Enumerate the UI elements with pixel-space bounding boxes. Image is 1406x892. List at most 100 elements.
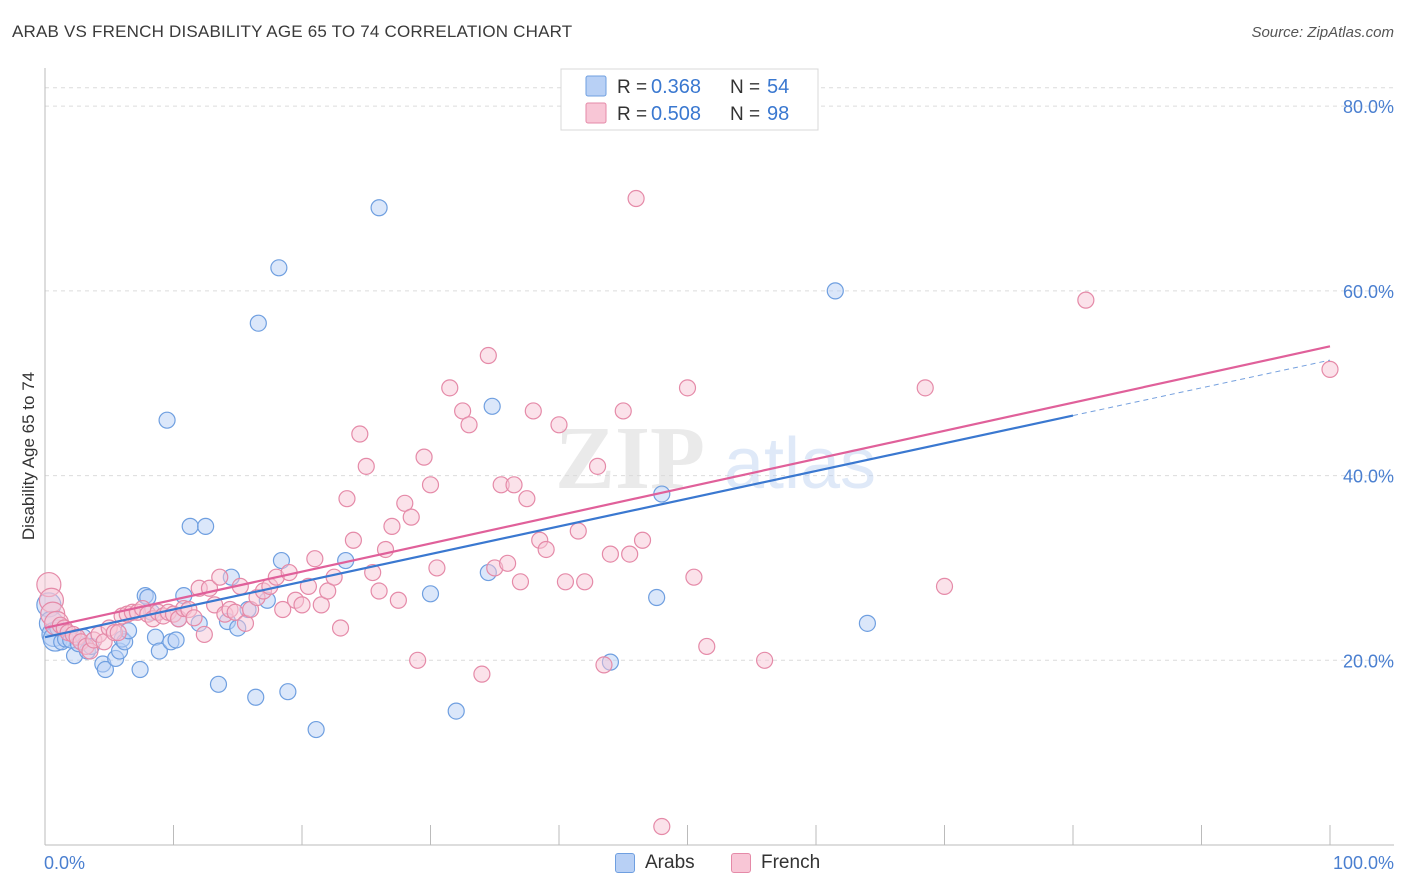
y-tick-label: 80.0% [1343, 97, 1394, 117]
arab-point [370, 199, 388, 217]
arab-point [209, 675, 228, 693]
arab-point [307, 720, 325, 739]
french-point [499, 554, 517, 572]
french-point [460, 416, 478, 434]
legend-r-label: R = [617, 104, 647, 125]
french-point [299, 577, 318, 596]
trend-lines [44, 345, 1331, 639]
watermark: ZIP atlas [555, 409, 876, 508]
french-point [306, 550, 324, 568]
arab-point [648, 588, 666, 607]
french-point [402, 508, 420, 526]
arab-point [131, 660, 149, 679]
legend-item-arabs: Arabs [615, 852, 695, 874]
french-point [479, 346, 497, 365]
french-point [935, 577, 954, 596]
source-label: Source: ZipAtlas.com [1251, 24, 1394, 41]
gridlines [45, 87, 1394, 661]
french-point [383, 517, 401, 535]
arab-point [96, 660, 114, 679]
arab-point [150, 642, 168, 660]
french-point [1077, 291, 1095, 309]
data-points [36, 189, 1339, 836]
arab-point [858, 614, 877, 632]
french-point [454, 402, 472, 420]
y-axis-label: Disability Age 65 to 74 [19, 372, 38, 540]
french-point [344, 531, 362, 549]
legend-n-value: 54 [767, 76, 789, 98]
french-point [505, 476, 523, 494]
legend-n-label: N = [730, 77, 760, 98]
french-point [916, 379, 934, 397]
french-point [211, 568, 229, 586]
legend-swatch [585, 102, 607, 124]
french-point [370, 582, 388, 600]
arab-point [272, 551, 291, 570]
french-point [601, 545, 620, 563]
french-point [569, 522, 587, 540]
legend-r-value: 0.508 [651, 103, 701, 125]
french-point [627, 189, 645, 208]
y-tick-label: 20.0% [1343, 651, 1394, 671]
french-point [678, 379, 697, 397]
legend-r-value: 0.368 [651, 76, 701, 98]
arab-point [421, 585, 440, 603]
arab-point [197, 517, 215, 535]
french-point [550, 416, 568, 434]
legend-swatch-french [731, 853, 751, 873]
arab-point [158, 411, 176, 429]
arab-point [279, 683, 297, 701]
legend-item-french: French [731, 852, 820, 874]
chart-title: ARAB VS FRENCH DISABILITY AGE 65 TO 74 C… [12, 22, 573, 41]
french-point [511, 573, 530, 591]
french-point [755, 651, 774, 669]
french-point [312, 596, 330, 614]
french-point [518, 490, 536, 508]
french-point [109, 623, 127, 642]
bottom-legend: Arabs French [0, 852, 1406, 876]
french-point [473, 665, 491, 683]
arab-point [181, 517, 199, 535]
french-point [415, 448, 433, 466]
french-point [653, 817, 671, 836]
axes: 20.0% 40.0% 60.0% 80.0% 0.0% 100.0% [44, 68, 1394, 873]
french-point [319, 582, 337, 600]
legend-n-label: N = [730, 104, 760, 125]
french-point [428, 559, 446, 577]
arab-point [447, 702, 465, 720]
legend-swatch-arabs [615, 853, 635, 873]
arab-point [167, 631, 185, 649]
french-trend-line [44, 345, 1331, 630]
y-tick-label: 60.0% [1343, 282, 1394, 302]
french-point [621, 545, 639, 563]
x-tick-label: 100.0% [1333, 853, 1394, 873]
french-point [389, 591, 407, 609]
arab-trend-line-extension [1072, 359, 1331, 417]
legend-label-french: French [761, 852, 821, 873]
french-point [588, 457, 607, 475]
french-point [441, 379, 459, 397]
french-point [595, 656, 613, 674]
y-tick-label: 40.0% [1343, 467, 1394, 487]
french-point [338, 490, 356, 508]
french-point [633, 531, 652, 549]
arab-point [247, 688, 265, 706]
french-point [614, 402, 632, 420]
x-tick-label: 0.0% [44, 853, 85, 873]
french-point [293, 596, 311, 614]
french-point [331, 619, 350, 637]
french-point [396, 494, 414, 512]
french-point [576, 573, 594, 591]
french-point [698, 637, 716, 656]
french-point [537, 540, 555, 559]
legend-r-label: R = [617, 77, 647, 98]
arab-trend-line [44, 414, 1074, 639]
french-point [351, 425, 369, 443]
french-point [274, 600, 292, 619]
legend-n-value: 98 [767, 103, 789, 125]
legend: R = 0.368 N = 54 R = 0.508 N = 98 [560, 68, 819, 131]
french-point [524, 402, 542, 420]
french-point [364, 563, 382, 582]
watermark-zip: ZIP [555, 409, 705, 508]
